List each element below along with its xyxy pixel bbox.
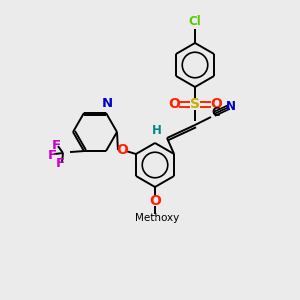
Text: Methoxy: Methoxy [135,213,179,223]
Text: F: F [51,139,61,152]
Text: S: S [190,97,200,111]
Text: N: N [101,97,112,110]
Text: H: H [152,124,162,137]
Text: O: O [168,97,180,111]
Text: N: N [226,100,236,112]
Text: Methoxy: Methoxy [153,218,159,219]
Text: F: F [56,157,64,169]
Text: Cl: Cl [189,15,201,28]
Text: Methoxy: Methoxy [154,215,160,216]
Text: O: O [149,194,161,208]
Text: O: O [116,143,128,157]
Text: O: O [210,97,222,111]
Text: F: F [47,148,57,162]
Text: C: C [212,106,220,119]
Text: Methoxy: Methoxy [152,217,158,218]
